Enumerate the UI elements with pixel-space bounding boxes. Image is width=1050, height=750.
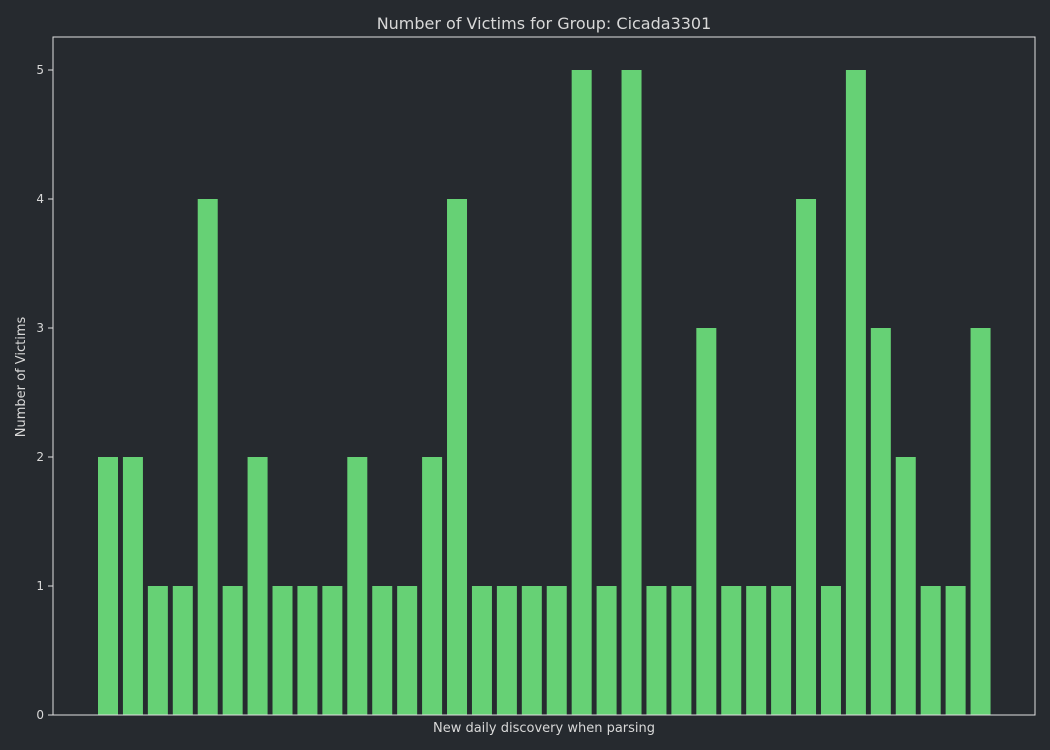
- bar: [621, 70, 642, 715]
- y-tick-label: 3: [36, 321, 44, 335]
- bar: [796, 199, 817, 715]
- y-tick-label: 2: [36, 450, 44, 464]
- bar: [870, 328, 891, 715]
- bar: [422, 457, 443, 715]
- x-axis-label: New daily discovery when parsing: [433, 721, 655, 736]
- bar: [98, 457, 118, 715]
- bar: [945, 586, 966, 715]
- bar: [696, 328, 717, 715]
- bar: [746, 586, 767, 715]
- bar: [372, 586, 393, 715]
- bar: [447, 199, 468, 715]
- bars-group: [98, 70, 991, 715]
- bar: [571, 70, 592, 715]
- y-axis-label: Number of Victims: [14, 317, 29, 438]
- bar: [272, 586, 293, 715]
- bar: [322, 586, 343, 715]
- y-tick-label: 5: [36, 63, 44, 77]
- y-tick-label: 0: [36, 708, 44, 722]
- bar: [147, 586, 168, 715]
- y-tick-label: 4: [36, 192, 44, 206]
- bar: [222, 586, 243, 715]
- bar: [247, 457, 268, 715]
- plot-frame: [52, 36, 1036, 716]
- y-tick-label: 1: [36, 579, 44, 593]
- y-axis: 0 1 2 3 4 5: [36, 63, 53, 722]
- bar: [397, 586, 418, 715]
- bar: [122, 457, 143, 715]
- bar: [646, 586, 667, 715]
- bar: [347, 457, 368, 715]
- bar: [297, 586, 318, 715]
- bar: [895, 457, 916, 715]
- chart-title: Number of Victims for Group: Cicada3301: [377, 14, 712, 33]
- bar: [596, 586, 617, 715]
- bar: [197, 199, 218, 715]
- bar: [845, 70, 866, 715]
- bar: [546, 586, 567, 715]
- bar: [820, 586, 841, 715]
- bar: [920, 586, 941, 715]
- bar: [970, 328, 991, 715]
- bar: [771, 586, 792, 715]
- bar: [496, 586, 517, 715]
- bar: [172, 586, 193, 715]
- bar: [671, 586, 692, 715]
- bar: [471, 586, 492, 715]
- bar: [721, 586, 742, 715]
- bar: [521, 586, 542, 715]
